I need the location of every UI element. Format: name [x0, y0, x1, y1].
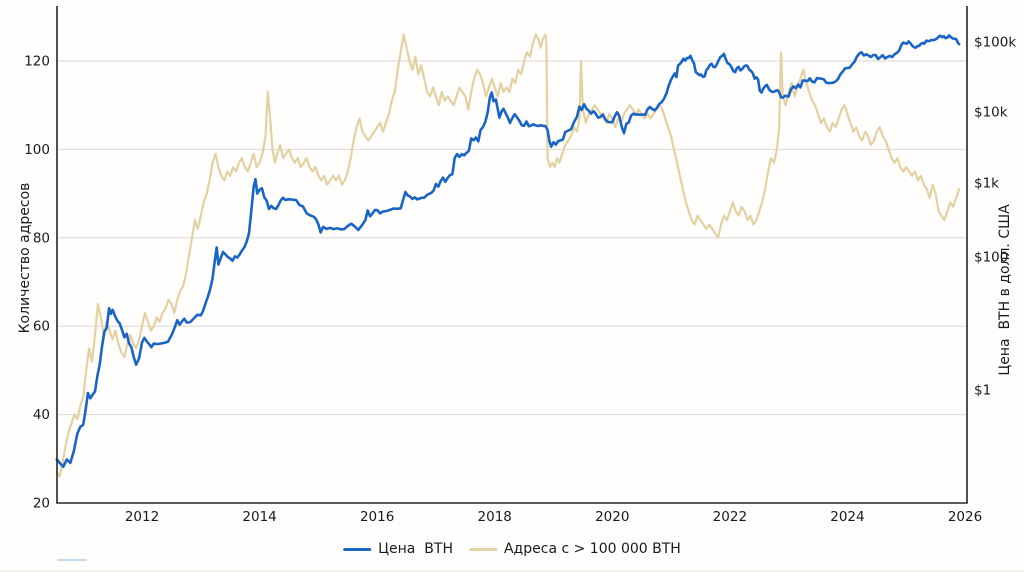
- y-axis-right-tick-label: $1: [974, 383, 991, 399]
- x-axis-tick-label: 2012: [125, 509, 159, 525]
- artifact-dash: [57, 559, 87, 561]
- x-axis-tick-label: 2022: [713, 509, 747, 525]
- legend-item-addresses[interactable]: Адреса с > 100 000 BTH: [468, 541, 681, 557]
- legend: Цена BTH Адреса с > 100 000 BTH: [343, 541, 681, 557]
- y-axis-left-tick-label: 40: [33, 407, 50, 423]
- y-axis-left-title: Количество адресов: [17, 182, 33, 334]
- x-axis-tick-label: 2024: [830, 509, 864, 525]
- y-axis-left-tick-label: 100: [24, 142, 50, 158]
- legend-label-addresses: Адреса с > 100 000 BTH: [503, 541, 681, 557]
- addresses-series-line: [55, 33, 961, 478]
- x-axis-tick-label: 2026: [948, 509, 982, 525]
- y-axis-left-tick-label: 80: [33, 230, 50, 246]
- addresses-line-swatch-icon: [468, 547, 497, 551]
- price-series-line: [55, 34, 961, 469]
- axis-spines: [56, 6, 968, 504]
- y-axis-left-tick-label: 20: [33, 496, 50, 512]
- y-axis-right-title: Цена BTH в долл. США: [997, 204, 1013, 376]
- y-axis-right-tick-label: $100: [974, 250, 1008, 266]
- y-axis-left-tick-label: 60: [33, 319, 50, 335]
- x-axis-tick-label: 2016: [360, 509, 394, 525]
- y-axis-left-tick-label: 120: [24, 54, 50, 70]
- x-axis-tick-label: 2014: [242, 509, 276, 525]
- y-axis-right-tick-label: $100k: [974, 35, 1016, 51]
- price-line-swatch-icon: [343, 547, 372, 551]
- y-axis-right-tick-label: $10k: [974, 105, 1008, 121]
- x-axis-tick-label: 2020: [595, 509, 629, 525]
- legend-label-price: Цена BTH: [378, 541, 453, 557]
- legend-item-price[interactable]: Цена BTH: [343, 541, 453, 557]
- y-axis-right-tick-label: $1k: [974, 176, 999, 192]
- x-axis-tick-label: 2018: [478, 509, 512, 525]
